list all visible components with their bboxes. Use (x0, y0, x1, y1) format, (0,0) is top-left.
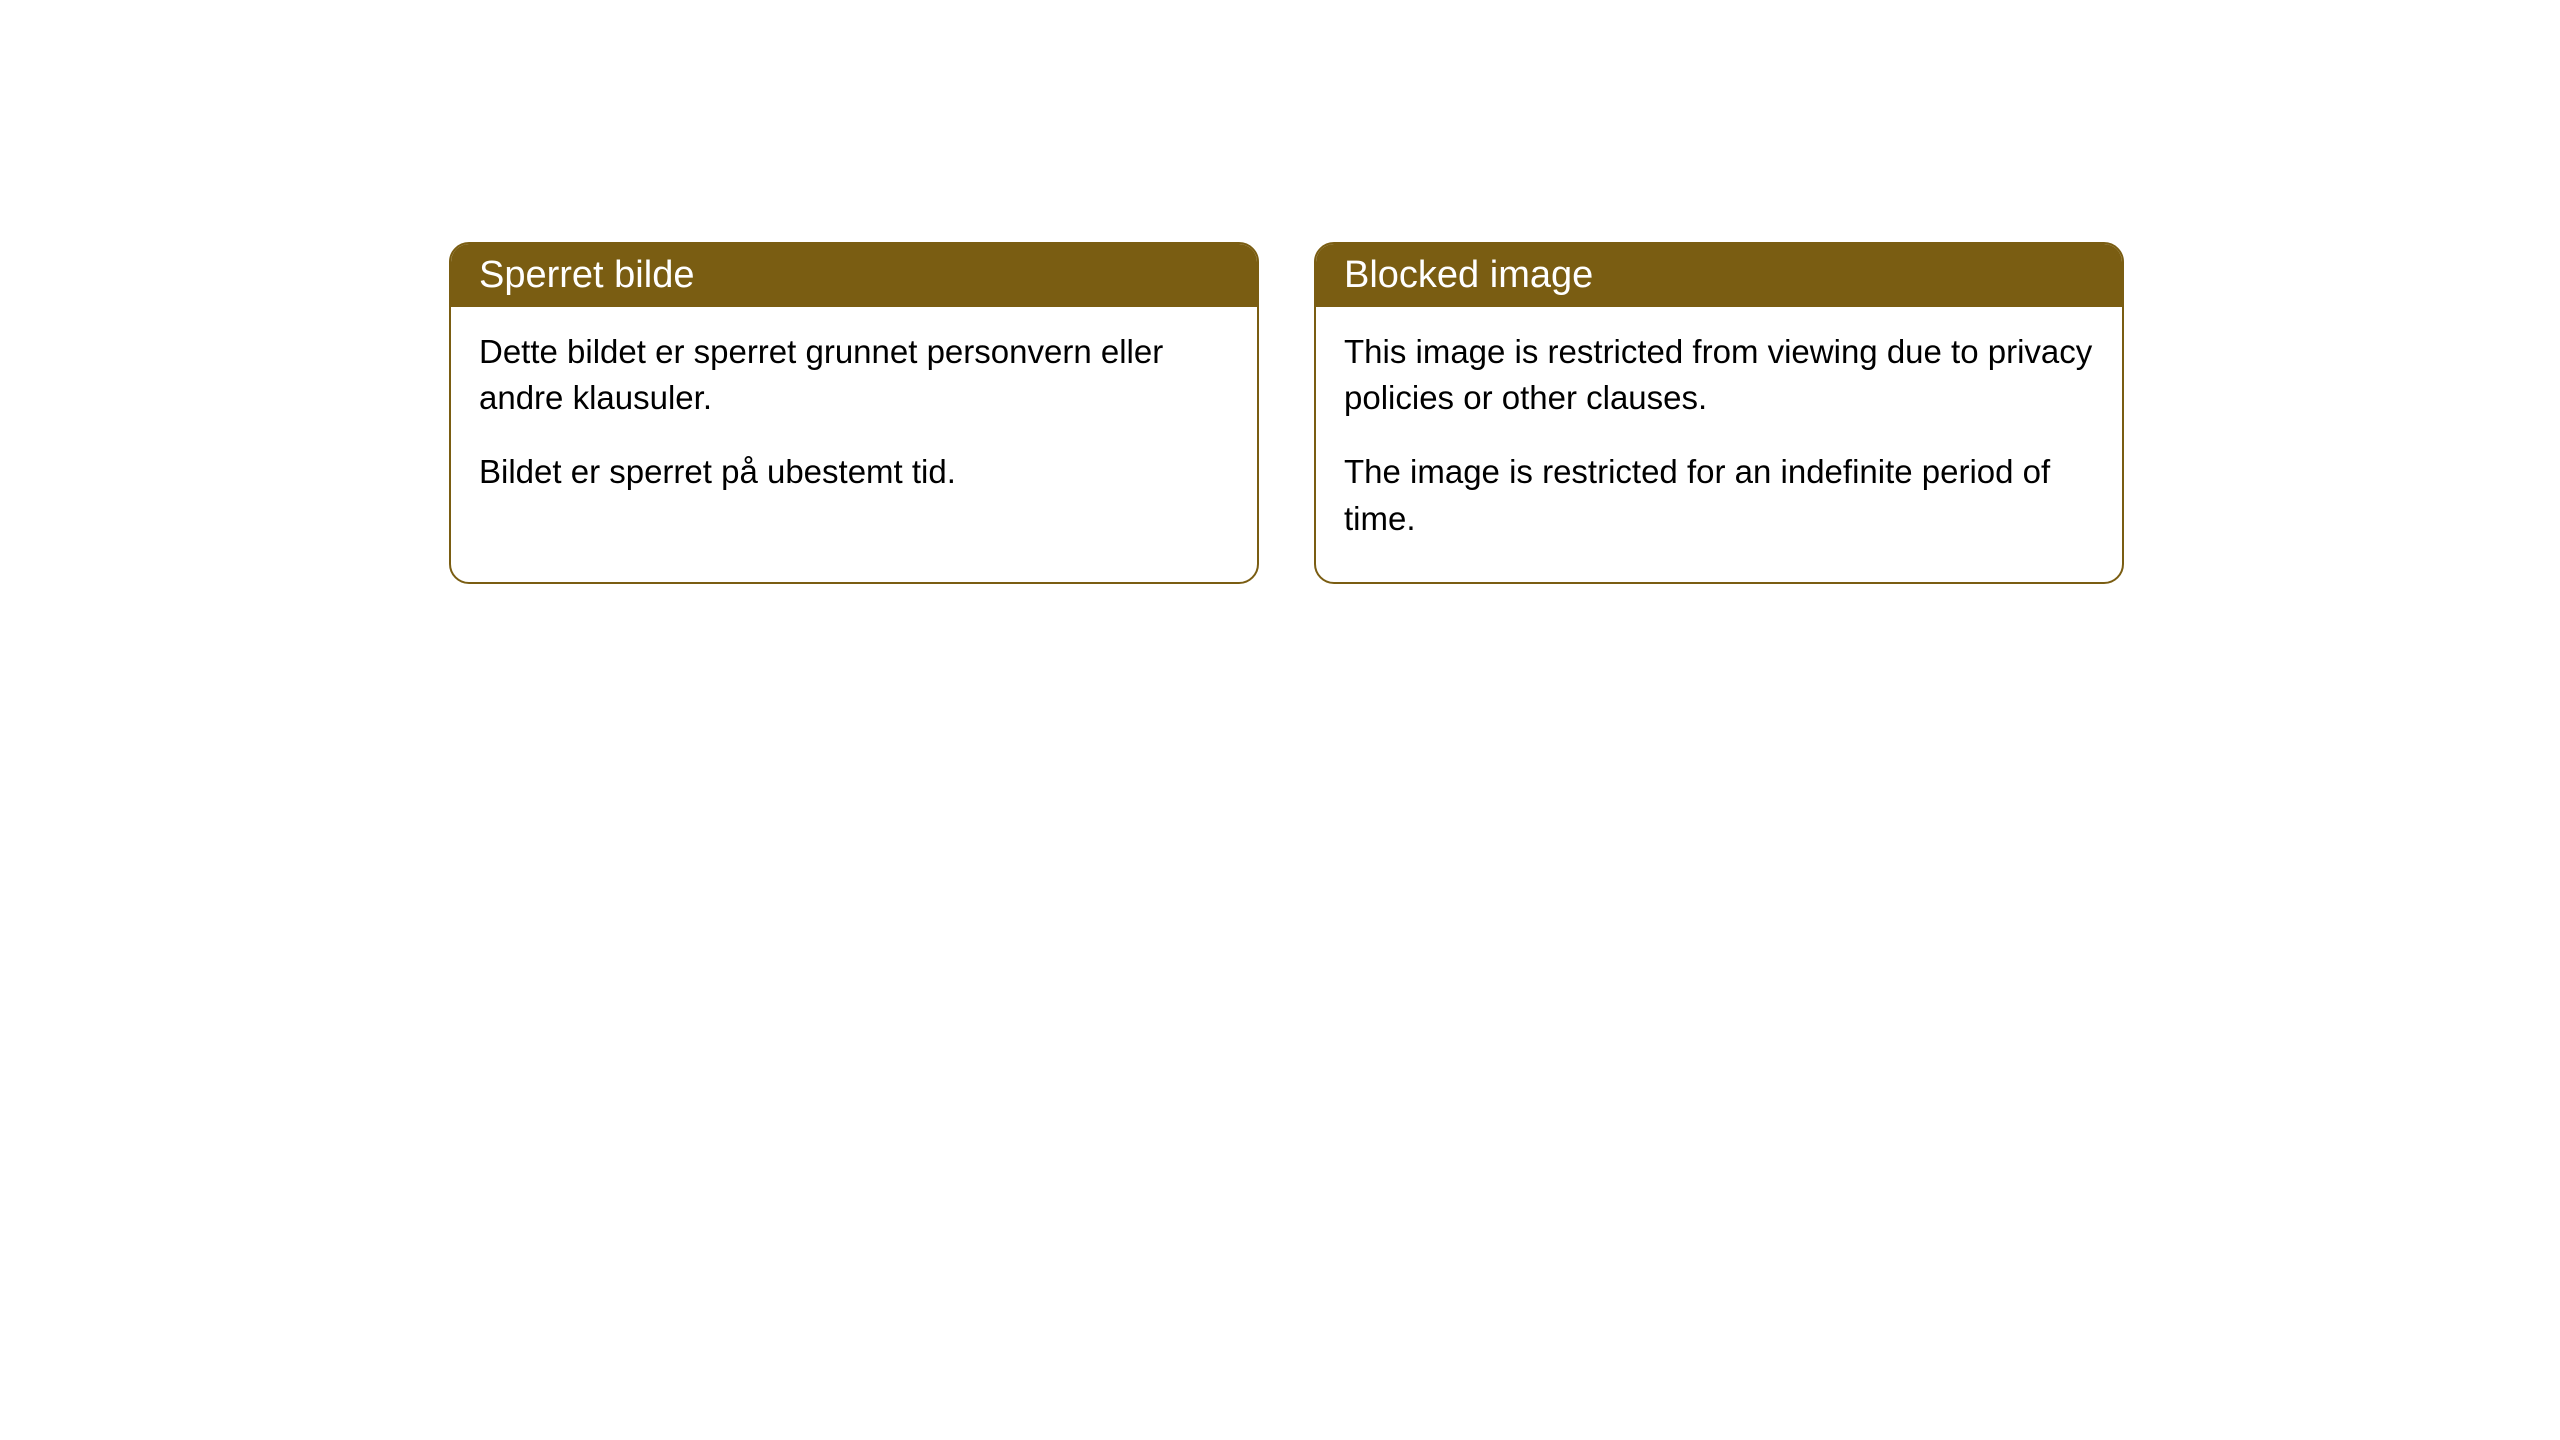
card-paragraph: This image is restricted from viewing du… (1344, 329, 2094, 421)
card-header-english: Blocked image (1316, 244, 2122, 307)
card-title: Sperret bilde (479, 254, 694, 296)
card-paragraph: The image is restricted for an indefinit… (1344, 449, 2094, 541)
card-body-english: This image is restricted from viewing du… (1316, 307, 2122, 582)
card-header-norwegian: Sperret bilde (451, 244, 1257, 307)
blocked-image-card-norwegian: Sperret bilde Dette bildet er sperret gr… (449, 242, 1259, 584)
blocked-image-card-english: Blocked image This image is restricted f… (1314, 242, 2124, 584)
card-paragraph: Bildet er sperret på ubestemt tid. (479, 449, 1229, 495)
card-paragraph: Dette bildet er sperret grunnet personve… (479, 329, 1229, 421)
card-body-norwegian: Dette bildet er sperret grunnet personve… (451, 307, 1257, 536)
notice-container: Sperret bilde Dette bildet er sperret gr… (449, 242, 2124, 584)
card-title: Blocked image (1344, 254, 1593, 296)
